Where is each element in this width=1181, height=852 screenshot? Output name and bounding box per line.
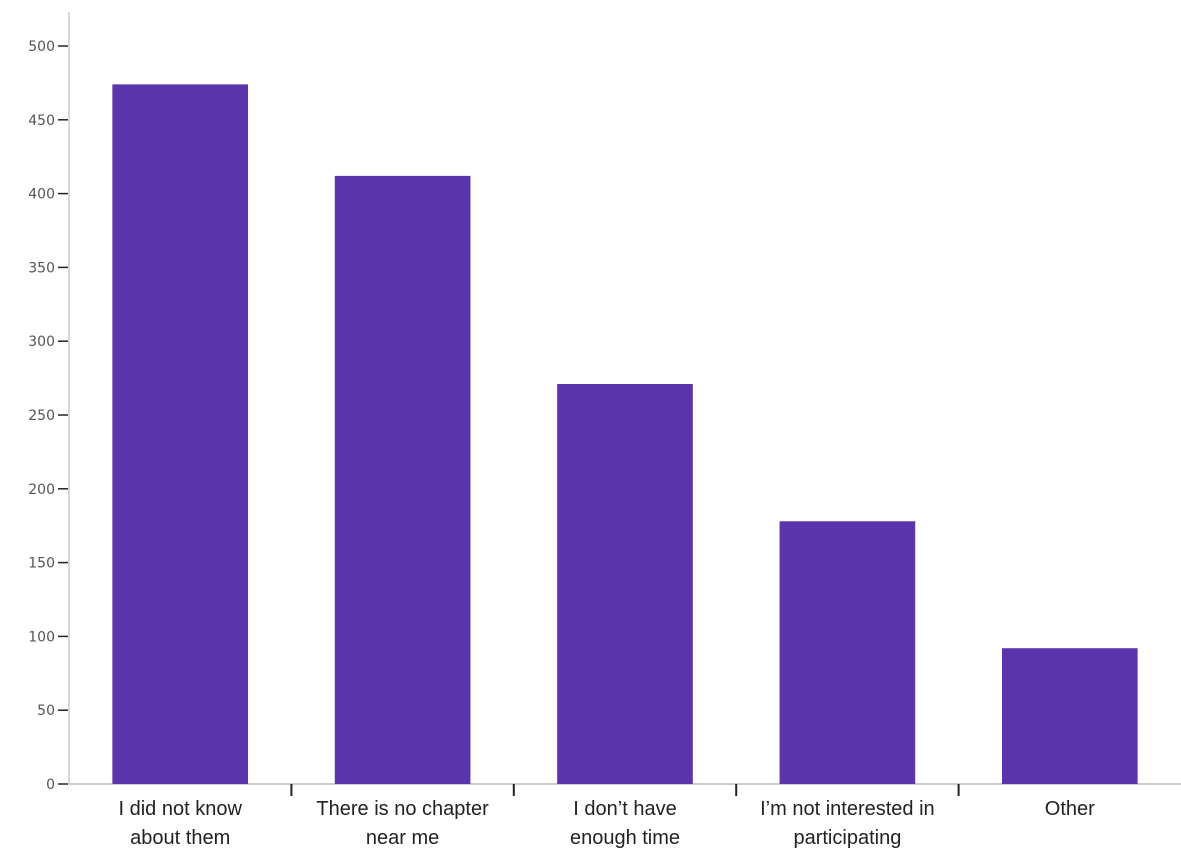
y-tick-label: 100 <box>28 629 55 645</box>
x-category-label: Other <box>1045 798 1095 820</box>
x-category-label: I don’t have enough time <box>570 798 680 849</box>
y-tick-label: 50 <box>37 703 55 719</box>
y-tick-label: 450 <box>28 113 55 129</box>
y-tick-label: 250 <box>28 408 55 424</box>
bars <box>112 84 1138 785</box>
bar <box>1001 648 1138 784</box>
bar <box>557 384 693 784</box>
x-category-label-line: participating <box>793 827 901 849</box>
x-category-label-line: I’m not interested in <box>760 798 935 820</box>
x-axis: I did not know about them There is no chap… <box>69 783 1181 849</box>
x-category-label-line: I did not know <box>118 798 242 820</box>
y-axis: 0 50 100 150 200 250 300 350 400 450 500 <box>28 12 70 793</box>
y-tick-label: 350 <box>28 260 55 276</box>
y-tick-label: 300 <box>28 334 55 350</box>
x-category-label-line: enough time <box>570 827 680 849</box>
y-tick-label: 200 <box>28 482 55 498</box>
y-tick-label: 400 <box>28 187 55 203</box>
y-tick-label: 150 <box>28 556 55 572</box>
x-category-label-line: near me <box>366 827 439 849</box>
x-category-label: I did not know about them <box>118 798 242 849</box>
x-category-label: I’m not interested in participating <box>760 798 935 849</box>
x-category-label-line: There is no chapter <box>316 798 489 820</box>
x-category-label: There is no chapter near me <box>316 798 489 849</box>
y-tick-label: 0 <box>46 777 55 793</box>
bar <box>112 84 249 785</box>
y-tick-label: 500 <box>28 39 55 55</box>
x-category-label-line: Other <box>1045 798 1095 820</box>
bar <box>779 521 916 784</box>
bar <box>334 175 471 784</box>
x-category-label-line: about them <box>130 827 230 849</box>
x-category-label-line: I don’t have <box>573 798 676 820</box>
